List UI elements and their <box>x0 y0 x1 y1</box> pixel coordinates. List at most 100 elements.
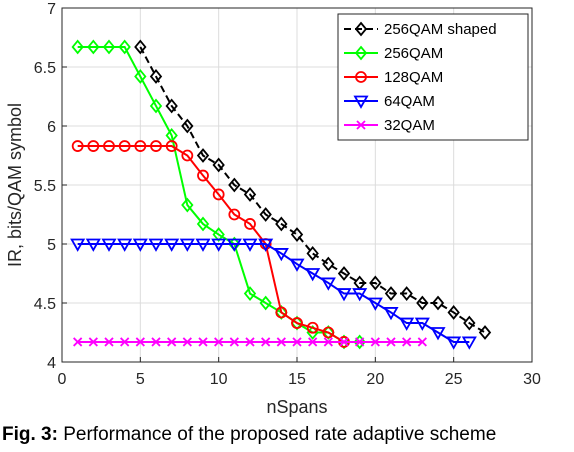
data-point <box>195 238 211 252</box>
caption-label: Fig. 3: <box>2 424 58 445</box>
data-point <box>149 98 163 114</box>
data-point <box>259 295 272 311</box>
series-line <box>139 46 486 334</box>
data-point <box>461 336 477 350</box>
data-point <box>134 39 147 55</box>
y-tick-label: 6.5 <box>34 60 56 77</box>
data-point <box>367 297 383 311</box>
data-point <box>305 268 321 282</box>
data-point <box>228 177 241 193</box>
data-point <box>181 149 194 162</box>
data-point <box>151 337 161 347</box>
x-tick-label: 25 <box>445 371 463 388</box>
data-point <box>414 317 430 331</box>
data-point <box>275 306 288 319</box>
data-point <box>245 337 255 347</box>
data-point <box>73 337 83 347</box>
data-point <box>275 216 288 232</box>
data-point <box>181 118 194 134</box>
x-tick-label: 5 <box>136 371 145 388</box>
data-point <box>148 238 164 252</box>
legend-label: 64QAM <box>384 93 435 110</box>
data-point <box>446 336 462 350</box>
data-point <box>291 317 303 329</box>
series-layer <box>70 39 492 350</box>
series-line <box>77 145 345 343</box>
data-point <box>197 169 209 182</box>
data-point <box>85 238 101 252</box>
data-point <box>88 337 98 347</box>
data-point <box>135 337 145 347</box>
data-point <box>323 337 333 347</box>
data-point <box>447 305 460 320</box>
series-32qam <box>73 337 427 347</box>
data-point <box>196 148 210 163</box>
data-point <box>134 69 147 84</box>
data-point <box>322 256 335 272</box>
data-point <box>320 277 336 291</box>
series-64qam <box>70 238 477 350</box>
data-point <box>369 275 382 291</box>
legend-marker <box>354 21 368 37</box>
data-point <box>431 295 445 311</box>
data-point <box>167 337 177 347</box>
axis-ticks: 0 5 10 15 20 25 30 4 4.5 5 5.5 6 6.5 7 <box>34 1 541 388</box>
data-point <box>229 337 239 347</box>
data-point <box>386 337 396 347</box>
data-point <box>214 337 224 347</box>
data-point <box>226 238 242 252</box>
caption-text: Performance of the proposed rate adaptiv… <box>57 424 497 445</box>
data-point <box>336 288 352 302</box>
data-point <box>228 208 241 221</box>
data-point <box>132 238 148 252</box>
legend-marker <box>355 71 367 83</box>
x-tick-label: 15 <box>288 371 306 388</box>
data-point <box>463 315 476 331</box>
data-point <box>306 321 319 334</box>
y-tick-label: 5.5 <box>34 178 56 195</box>
x-tick-label: 0 <box>58 371 67 388</box>
data-point <box>118 39 131 55</box>
data-point <box>212 188 225 201</box>
data-point <box>212 227 225 242</box>
data-point <box>149 69 163 84</box>
data-point <box>478 325 492 340</box>
data-point <box>165 140 178 152</box>
legend-marker <box>353 95 369 109</box>
data-point <box>290 227 304 242</box>
data-point <box>70 238 86 252</box>
data-point <box>243 187 257 202</box>
data-point <box>370 337 380 347</box>
legend-entry: 128QAM <box>344 69 443 86</box>
data-point <box>103 140 115 152</box>
data-point <box>384 286 398 301</box>
x-axis-label: nSpans <box>266 397 327 417</box>
data-point <box>120 337 130 347</box>
data-point <box>104 337 114 347</box>
data-point <box>276 337 286 347</box>
legend-entry: 256QAM <box>344 45 443 62</box>
legend-marker <box>356 120 366 130</box>
legend-marker <box>354 45 368 61</box>
data-point <box>196 216 210 232</box>
data-point <box>182 337 192 347</box>
legend-label: 128QAM <box>384 69 443 86</box>
legend-entry: 64QAM <box>344 93 435 110</box>
data-point <box>118 140 131 152</box>
data-point <box>102 39 116 55</box>
legend-label: 32QAM <box>384 117 435 134</box>
data-point <box>430 327 446 341</box>
x-tick-label: 30 <box>523 371 541 388</box>
data-point <box>134 140 147 152</box>
data-point <box>87 39 100 55</box>
data-point <box>399 317 415 331</box>
legend-label: 256QAM <box>384 45 443 62</box>
data-point <box>212 157 225 173</box>
line-chart: 0 5 10 15 20 25 30 4 4.5 5 5.5 6 6.5 7 nSpans IR, bit… <box>5 1 541 417</box>
data-point <box>244 218 256 230</box>
figure-caption: Fig. 3: Performance of the proposed rate… <box>2 424 496 446</box>
data-point <box>306 325 319 340</box>
data-point <box>339 337 349 347</box>
data-point <box>306 246 319 261</box>
data-point <box>179 238 195 252</box>
